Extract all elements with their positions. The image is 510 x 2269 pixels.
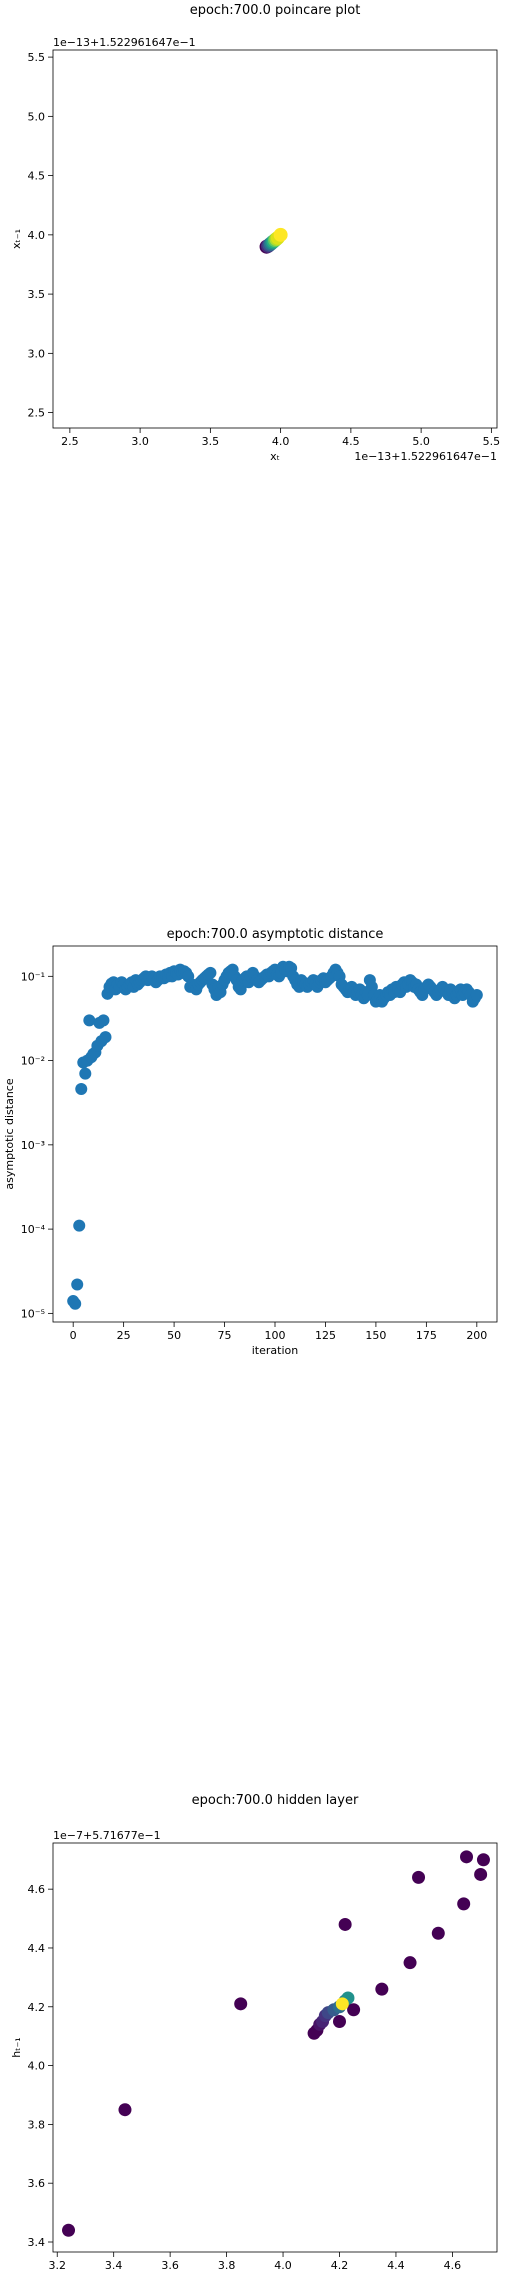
y-tick-label: 3.0 bbox=[28, 347, 46, 360]
point bbox=[79, 1067, 92, 1080]
y-tick-label: 5.5 bbox=[28, 51, 46, 64]
point bbox=[431, 1926, 445, 1940]
y-tick-label: 2.5 bbox=[28, 407, 46, 420]
point bbox=[470, 989, 483, 1002]
point bbox=[83, 1014, 96, 1027]
x-tick-label: 4.0 bbox=[272, 435, 290, 448]
point bbox=[234, 1997, 248, 2011]
x-tick-label: 3.8 bbox=[218, 2259, 236, 2269]
point bbox=[97, 1014, 110, 1027]
point bbox=[234, 983, 247, 996]
point bbox=[332, 2014, 346, 2028]
chart-title: epoch:700.0 hidden layer bbox=[192, 1793, 359, 1808]
point bbox=[338, 1917, 352, 1931]
x-tick-label: 5.0 bbox=[412, 435, 430, 448]
y-tick-label: 10⁻² bbox=[21, 1055, 45, 1068]
x-tick-label: 50 bbox=[167, 1329, 181, 1342]
x-tick-label: 75 bbox=[218, 1329, 232, 1342]
plot-area bbox=[52, 945, 498, 1323]
x-tick-label: 200 bbox=[466, 1329, 487, 1342]
point bbox=[412, 1870, 426, 1884]
y-tick-label: 10⁻³ bbox=[21, 1139, 45, 1152]
y-tick-label: 3.5 bbox=[28, 288, 46, 301]
y-tick-label: 10⁻⁵ bbox=[21, 1307, 45, 1320]
point bbox=[476, 1853, 490, 1867]
x-tick-label: 100 bbox=[265, 1329, 286, 1342]
y-offset-label: 1e−13+1.522961647e−1 bbox=[53, 36, 196, 49]
x-tick-label: 3.5 bbox=[202, 435, 220, 448]
point bbox=[118, 2103, 132, 2117]
y-tick-label: 5.0 bbox=[28, 110, 46, 123]
point bbox=[75, 1083, 88, 1096]
point bbox=[457, 1897, 471, 1911]
y-tick-label: 4.5 bbox=[28, 170, 46, 183]
x-tick-label: 4.4 bbox=[387, 2259, 405, 2269]
y-tick-label: 3.8 bbox=[28, 2118, 46, 2131]
point bbox=[73, 1219, 86, 1232]
x-tick-label: 3.0 bbox=[131, 435, 149, 448]
point bbox=[335, 1997, 349, 2011]
y-tick-label: 4.6 bbox=[28, 1883, 46, 1896]
y-tick-label: 4.0 bbox=[28, 229, 46, 242]
point bbox=[347, 2003, 361, 2017]
plot-area bbox=[52, 1842, 498, 2253]
chart-title: epoch:700.0 poincare plot bbox=[190, 3, 361, 18]
x-tick-label: 3.4 bbox=[105, 2259, 123, 2269]
y-tick-label: 4.0 bbox=[28, 2060, 46, 2073]
point bbox=[62, 2223, 76, 2237]
y-axis-label: hₜ₋₁ bbox=[10, 2037, 23, 2057]
x-offset-label: 1e−13+1.522961647e−1 bbox=[354, 450, 497, 463]
x-tick-label: 5.5 bbox=[483, 435, 501, 448]
x-tick-label: 3.6 bbox=[161, 2259, 179, 2269]
x-tick-label: 3.2 bbox=[48, 2259, 66, 2269]
x-tick-label: 2.5 bbox=[61, 435, 79, 448]
point bbox=[273, 227, 288, 242]
y-tick-label: 3.4 bbox=[28, 2236, 46, 2249]
x-tick-label: 4.2 bbox=[331, 2259, 349, 2269]
point bbox=[460, 1850, 474, 1864]
x-tick-label: 4.0 bbox=[274, 2259, 292, 2269]
y-tick-label: 10⁻⁴ bbox=[21, 1223, 46, 1236]
x-tick-label: 25 bbox=[117, 1329, 131, 1342]
point bbox=[375, 1982, 389, 1996]
chart-title: epoch:700.0 asymptotic distance bbox=[167, 927, 384, 942]
x-tick-label: 0 bbox=[70, 1329, 77, 1342]
x-axis-label: iteration bbox=[252, 1344, 298, 1357]
y-tick-label: 10⁻¹ bbox=[21, 970, 45, 983]
point bbox=[474, 1867, 488, 1881]
point bbox=[71, 1278, 84, 1291]
x-tick-label: 150 bbox=[365, 1329, 386, 1342]
x-tick-label: 125 bbox=[315, 1329, 336, 1342]
point bbox=[69, 1297, 82, 1310]
y-offset-label: 1e−7+5.71677e−1 bbox=[53, 1829, 161, 1842]
y-tick-label: 4.2 bbox=[28, 2001, 46, 2014]
y-tick-label: 4.4 bbox=[28, 1942, 46, 1955]
point bbox=[403, 1956, 417, 1970]
point bbox=[204, 966, 217, 979]
y-axis-label: asymptotic distance bbox=[3, 1078, 16, 1189]
point bbox=[99, 1031, 112, 1044]
x-tick-label: 175 bbox=[416, 1329, 437, 1342]
y-axis-label: xₜ₋₁ bbox=[10, 229, 23, 249]
x-tick-label: 4.5 bbox=[342, 435, 360, 448]
x-tick-label: 4.6 bbox=[444, 2259, 462, 2269]
y-tick-label: 3.6 bbox=[28, 2177, 46, 2190]
x-axis-label: xₜ bbox=[270, 450, 280, 463]
